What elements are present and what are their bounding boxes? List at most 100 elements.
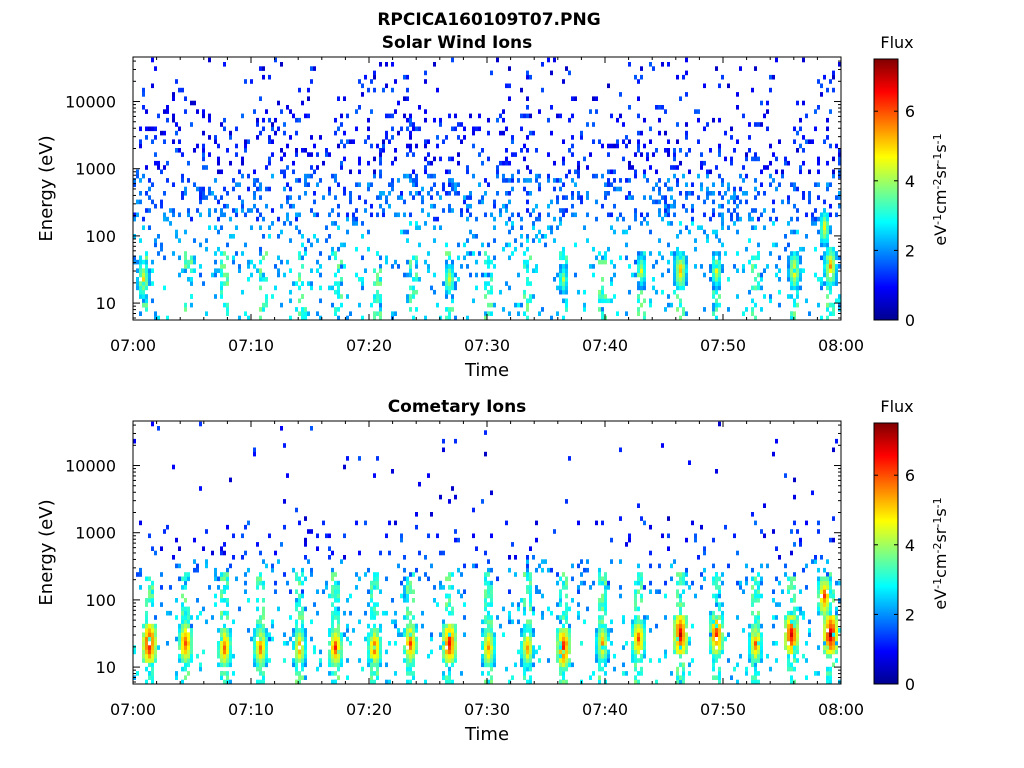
spectrogram-cell xyxy=(808,628,811,633)
spectrogram-cell xyxy=(826,221,829,226)
spectrogram-cell xyxy=(826,285,829,291)
spectrogram-cell xyxy=(376,281,379,286)
spectrogram-cell xyxy=(601,203,604,209)
spectrogram-cell xyxy=(622,619,625,625)
spectrogram-cell xyxy=(526,208,529,213)
spectrogram-cell xyxy=(508,66,511,71)
spectrogram-cell xyxy=(214,251,217,256)
spectrogram-cell xyxy=(565,679,568,685)
spectrogram-cell xyxy=(715,302,718,308)
spectrogram-cell xyxy=(778,268,781,273)
spectrogram-cell xyxy=(346,212,349,218)
spectrogram-cell xyxy=(703,546,706,551)
spectrogram-cell xyxy=(649,589,652,594)
spectrogram-cell xyxy=(511,186,514,192)
spectrogram-cell xyxy=(373,671,376,676)
spectrogram-cell xyxy=(706,234,709,239)
spectrogram-cell xyxy=(571,662,574,668)
spectrogram-cell xyxy=(259,195,262,200)
spectrogram-cell xyxy=(346,294,349,299)
spectrogram-cell xyxy=(265,636,268,642)
spectrogram-cell xyxy=(163,529,166,534)
spectrogram-cell xyxy=(796,294,799,299)
spectrogram-cell xyxy=(547,117,550,123)
spectrogram-cell xyxy=(286,143,289,149)
spectrogram-cell xyxy=(181,178,184,183)
spectrogram-cell xyxy=(685,645,688,650)
spectrogram-cell xyxy=(490,658,493,663)
spectrogram-cell xyxy=(364,208,367,213)
spectrogram-cell xyxy=(754,156,757,162)
spectrogram-cell xyxy=(142,173,145,179)
spectrogram-cell xyxy=(508,589,511,594)
spectrogram-cells xyxy=(133,57,841,321)
spectrogram-cell xyxy=(337,615,340,620)
spectrogram-cell xyxy=(832,649,835,655)
spectrogram-cell xyxy=(802,57,805,63)
spectrogram-cell xyxy=(445,628,448,633)
spectrogram-cell xyxy=(337,281,340,286)
spectrogram-cell xyxy=(454,182,457,187)
spectrogram-cell xyxy=(214,567,217,573)
spectrogram-cell xyxy=(364,610,367,616)
spectrogram-cell xyxy=(526,662,529,668)
spectrogram-cell xyxy=(220,281,223,286)
spectrogram-cell xyxy=(817,576,820,582)
spectrogram-cell xyxy=(199,195,202,200)
spectrogram-cell xyxy=(226,675,229,680)
spectrogram-cell xyxy=(253,628,256,633)
spectrogram-cell xyxy=(712,268,715,273)
spectrogram-cell xyxy=(565,649,568,655)
spectrogram-cell xyxy=(484,251,487,256)
spectrogram-cell xyxy=(229,563,232,569)
spectrogram-cell xyxy=(628,191,631,196)
spectrogram-cell xyxy=(145,653,148,659)
spectrogram-cell xyxy=(829,311,832,316)
spectrogram-cell xyxy=(223,623,226,629)
spectrogram-cell xyxy=(142,92,145,97)
spectrogram-cell xyxy=(361,277,364,282)
spectrogram-cell xyxy=(229,641,232,646)
spectrogram-cell xyxy=(205,559,208,564)
spectrogram-cell xyxy=(691,623,694,629)
spectrogram-cell xyxy=(565,585,568,590)
spectrogram-cell xyxy=(526,199,529,205)
spectrogram-cell xyxy=(628,160,631,166)
spectrogram-cell xyxy=(760,529,763,534)
spectrogram-cell xyxy=(448,499,451,504)
spectrogram-cell xyxy=(439,645,442,650)
spectrogram-cell xyxy=(679,615,682,620)
spectrogram-cell xyxy=(718,645,721,650)
spectrogram-cell xyxy=(655,169,658,175)
spectrogram-cell xyxy=(304,555,307,560)
spectrogram-cell xyxy=(253,178,256,183)
spectrogram-cell xyxy=(232,533,235,539)
spectrogram-cell xyxy=(280,302,283,308)
spectrogram-cell xyxy=(604,658,607,663)
spectrogram-cell xyxy=(397,178,400,183)
spectrogram-cell xyxy=(526,563,529,569)
spectrogram-cell xyxy=(787,268,790,273)
spectrogram-cell xyxy=(442,628,445,633)
spectrogram-cell xyxy=(829,649,832,655)
spectrogram-cell xyxy=(298,576,301,582)
spectrogram-cell xyxy=(559,268,562,273)
spectrogram-cell xyxy=(520,628,523,633)
spectrogram-cell xyxy=(679,679,682,685)
spectrogram-cell xyxy=(241,160,244,166)
spectrogram-cell xyxy=(682,589,685,594)
spectrogram-cell xyxy=(679,641,682,646)
spectrogram-cell xyxy=(520,113,523,119)
x-tick-label: 07:20 xyxy=(346,336,392,355)
spectrogram-cell xyxy=(778,255,781,261)
spectrogram-cell xyxy=(658,117,661,123)
spectrogram-cell xyxy=(145,666,148,672)
spectrogram-cell xyxy=(715,675,718,680)
spectrogram-cell xyxy=(409,671,412,676)
spectrogram-cell xyxy=(757,585,760,590)
spectrogram-cell xyxy=(583,302,586,308)
spectrogram-cell xyxy=(493,225,496,230)
spectrogram-cell xyxy=(691,658,694,663)
spectrogram-cell xyxy=(562,572,565,577)
spectrogram-cell xyxy=(487,610,490,616)
